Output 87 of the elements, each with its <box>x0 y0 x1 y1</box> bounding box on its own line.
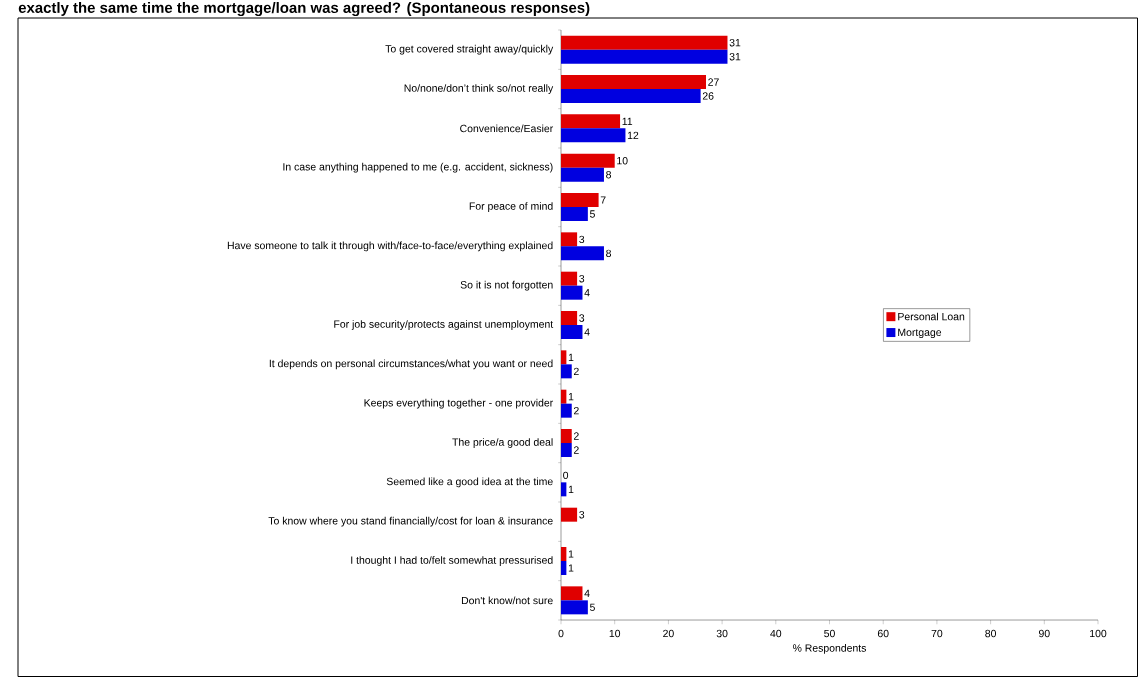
bar <box>561 389 567 404</box>
data-label: 3 <box>579 274 585 283</box>
data-label: 3 <box>579 510 585 519</box>
data-label: 31 <box>729 52 741 61</box>
data-label: 11 <box>622 117 633 125</box>
data-label: 4 <box>584 289 590 297</box>
data-label: 8 <box>606 249 612 258</box>
bar <box>561 311 578 326</box>
bar <box>561 403 572 418</box>
x-axis-title: % Respondents <box>792 644 867 654</box>
data-label: 2 <box>573 432 579 440</box>
bar <box>561 193 599 208</box>
y-tick-label: Don't know/not sure <box>461 596 553 605</box>
data-label: 2 <box>573 407 579 415</box>
text: exactly the same time the mortgage/loan was agreed? (Spontaneous responses) <box>18 2 590 16</box>
bar <box>561 443 572 458</box>
y-tick-label: Convenience/Easier <box>460 124 554 133</box>
legend-label: Mortgage <box>898 328 942 339</box>
x-tick-label: 50 <box>824 629 835 638</box>
bar <box>561 507 578 522</box>
bar <box>561 547 567 562</box>
data-label: 1 <box>568 353 574 361</box>
bar <box>561 600 588 615</box>
bar <box>561 128 626 143</box>
data-label: 10 <box>617 156 628 165</box>
data-label: 4 <box>584 328 590 336</box>
data-label: 1 <box>568 485 574 493</box>
data-label: 0 <box>563 471 569 480</box>
x-tick-label: 0 <box>558 629 564 638</box>
bar <box>561 246 604 261</box>
bar <box>561 114 621 129</box>
legend-label: Personal Loan <box>898 312 965 321</box>
bar <box>561 429 572 444</box>
bar <box>561 325 583 340</box>
data-label: 27 <box>708 78 719 86</box>
x-tick-label: 70 <box>931 629 943 638</box>
data-label: 4 <box>584 589 590 597</box>
data-label: 1 <box>568 550 574 558</box>
y-tick-label: Have someone to talk it through with/face-to-face/everything explained <box>227 241 553 252</box>
bar <box>561 271 578 286</box>
bar <box>561 153 615 168</box>
x-tick-label: 90 <box>1038 629 1050 638</box>
x-tick-label: 10 <box>609 629 621 638</box>
bar <box>561 285 583 300</box>
bar <box>561 232 578 247</box>
y-tick-label: In case anything happened to me (e.g. accident, sickness) <box>283 162 553 173</box>
y-tick-label: No/none/don’t think so/not really <box>404 84 554 94</box>
data-label: 1 <box>568 393 574 401</box>
y-tick-label: To know where you stand financially/cost for loan & insurance <box>268 516 553 527</box>
bar <box>561 49 728 64</box>
data-label: 3 <box>579 235 585 244</box>
x-tick-label: 60 <box>877 629 889 638</box>
bar <box>561 586 583 601</box>
bar <box>561 207 588 222</box>
y-tick-label: For peace of mind <box>469 202 553 212</box>
y-tick-label: Seemed like a good idea at the time <box>386 477 553 488</box>
data-label: 8 <box>606 170 612 179</box>
data-label: 31 <box>729 38 741 47</box>
y-tick-label: Keeps everything together - one provider <box>364 398 554 409</box>
y-tick-label: I thought I had to/felt somewhat pressurised <box>351 556 553 566</box>
bar <box>561 350 567 365</box>
data-label: 12 <box>627 131 639 139</box>
bar <box>561 364 572 379</box>
bar <box>561 561 567 576</box>
data-label: 3 <box>579 314 585 322</box>
data-label: 26 <box>702 92 714 100</box>
x-tick-label: 100 <box>1090 629 1107 638</box>
data-label: 5 <box>589 603 595 612</box>
data-label: 7 <box>600 196 606 204</box>
x-tick-label: 40 <box>770 629 782 638</box>
x-tick-label: 30 <box>716 629 728 638</box>
x-tick-label: 80 <box>985 629 997 638</box>
bar <box>561 75 706 90</box>
y-tick-label: For job security/protects against unemployment <box>334 320 554 330</box>
y-tick-label: It depends on personal circumstances/what you want or need <box>269 359 553 370</box>
x-tick-label: 20 <box>663 629 674 638</box>
data-label: 5 <box>589 210 595 218</box>
data-label: 1 <box>568 564 574 572</box>
y-tick-label: The price/a good deal <box>452 438 553 448</box>
y-tick-label: To get covered straight away/quickly <box>385 44 554 55</box>
data-label: 2 <box>573 446 579 454</box>
bar <box>561 167 604 182</box>
bar <box>561 89 701 104</box>
data-label: 2 <box>573 367 579 375</box>
bar <box>561 35 728 50</box>
y-tick-label: So it is not forgotten <box>460 280 553 291</box>
bar <box>561 482 567 497</box>
